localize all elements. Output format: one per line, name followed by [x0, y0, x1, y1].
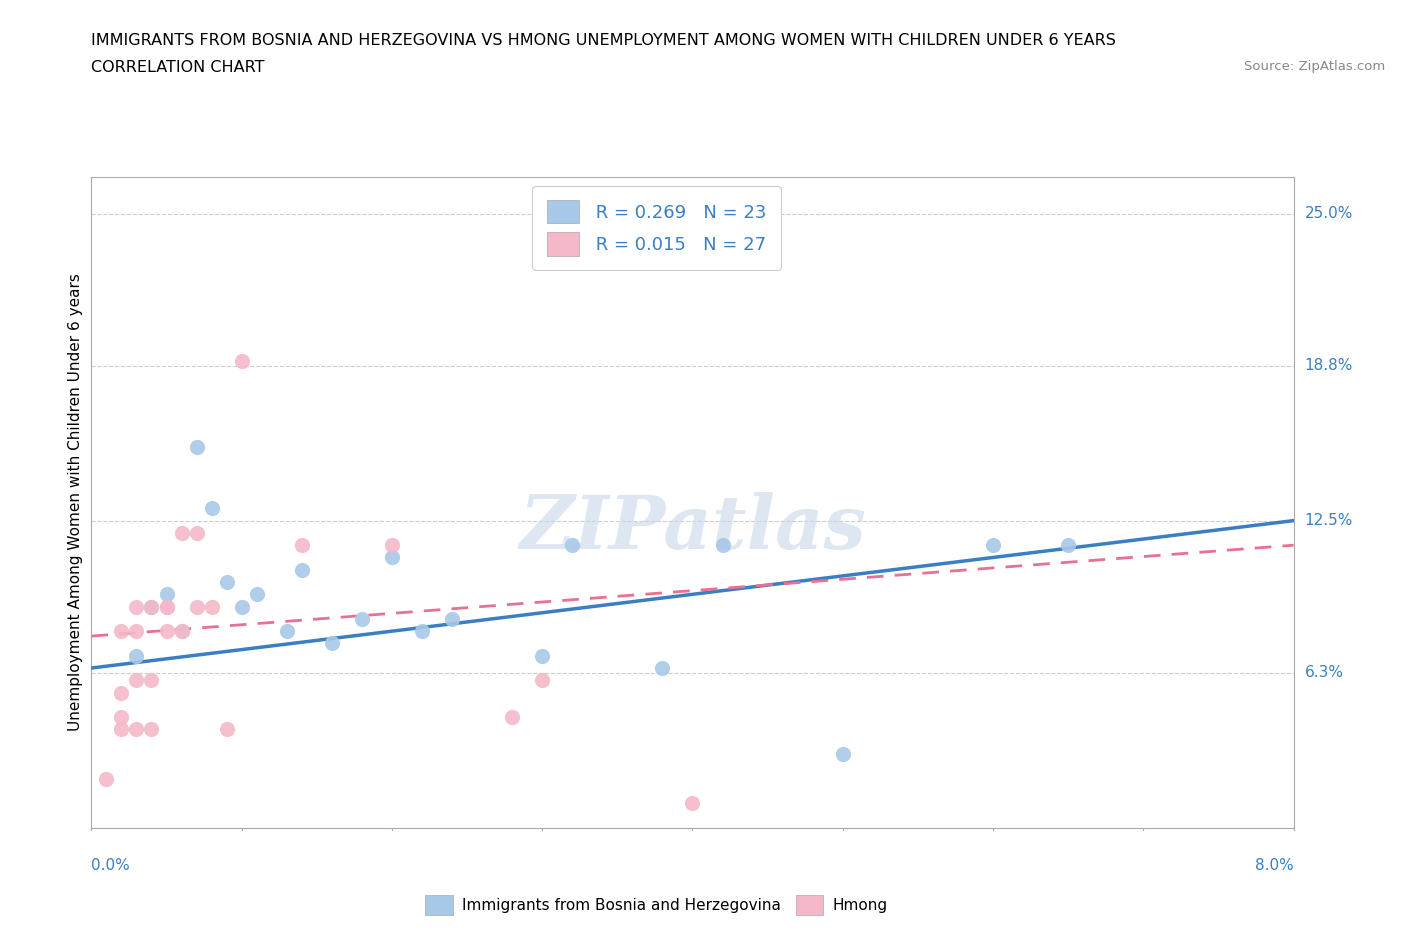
Point	[110, 685, 132, 700]
Point	[1057, 538, 1080, 552]
Text: 18.8%: 18.8%	[1305, 358, 1353, 373]
Point	[155, 599, 177, 614]
Point	[381, 550, 404, 565]
Point	[321, 636, 343, 651]
Point	[411, 624, 433, 639]
Point	[291, 538, 314, 552]
Point	[125, 624, 148, 639]
Point	[350, 611, 373, 626]
Point	[201, 599, 224, 614]
Legend: Immigrants from Bosnia and Herzegovina, Hmong: Immigrants from Bosnia and Herzegovina, …	[418, 887, 896, 923]
Text: 25.0%: 25.0%	[1305, 206, 1353, 221]
Text: 12.5%: 12.5%	[1305, 513, 1353, 528]
Point	[186, 440, 208, 455]
Point	[96, 771, 118, 786]
Point	[291, 563, 314, 578]
Text: ZIPatlas: ZIPatlas	[519, 492, 866, 565]
Y-axis label: Unemployment Among Women with Children Under 6 years: Unemployment Among Women with Children U…	[67, 273, 83, 731]
Point	[125, 673, 148, 688]
Point	[681, 796, 703, 811]
Point	[501, 710, 523, 724]
Point	[110, 710, 132, 724]
Point	[155, 624, 177, 639]
Point	[246, 587, 269, 602]
Point	[125, 599, 148, 614]
Point	[170, 525, 193, 540]
Point	[141, 673, 163, 688]
Point	[531, 648, 554, 663]
Text: 0.0%: 0.0%	[91, 858, 131, 873]
Point	[381, 538, 404, 552]
Point	[440, 611, 463, 626]
Point	[651, 660, 673, 675]
Point	[141, 599, 163, 614]
Point	[276, 624, 298, 639]
Point	[231, 599, 253, 614]
Point	[141, 599, 163, 614]
Point	[215, 575, 238, 590]
Text: 6.3%: 6.3%	[1305, 666, 1344, 681]
Point	[125, 648, 148, 663]
Point	[711, 538, 734, 552]
Point	[141, 722, 163, 737]
Point	[110, 722, 132, 737]
Point	[201, 501, 224, 516]
Text: Source: ZipAtlas.com: Source: ZipAtlas.com	[1244, 60, 1385, 73]
Point	[186, 599, 208, 614]
Point	[110, 624, 132, 639]
Point	[831, 747, 853, 762]
Point	[231, 353, 253, 368]
Point	[170, 624, 193, 639]
Text: CORRELATION CHART: CORRELATION CHART	[91, 60, 264, 75]
Text: IMMIGRANTS FROM BOSNIA AND HERZEGOVINA VS HMONG UNEMPLOYMENT AMONG WOMEN WITH CH: IMMIGRANTS FROM BOSNIA AND HERZEGOVINA V…	[91, 33, 1116, 47]
Text: 8.0%: 8.0%	[1254, 858, 1294, 873]
Point	[981, 538, 1004, 552]
Point	[155, 587, 177, 602]
Point	[125, 722, 148, 737]
Point	[155, 599, 177, 614]
Point	[531, 673, 554, 688]
Point	[215, 722, 238, 737]
Point	[561, 538, 583, 552]
Point	[170, 624, 193, 639]
Point	[186, 525, 208, 540]
